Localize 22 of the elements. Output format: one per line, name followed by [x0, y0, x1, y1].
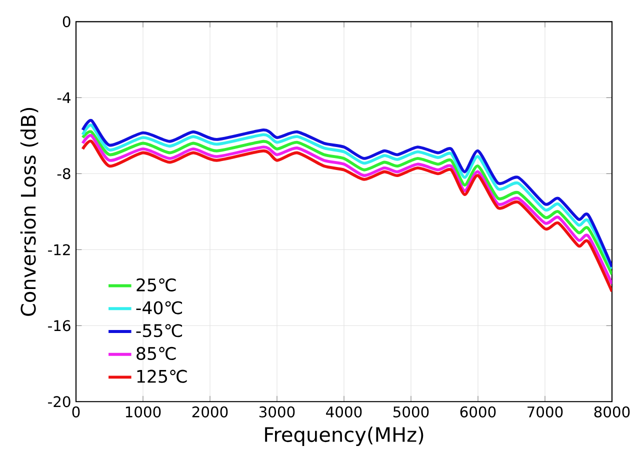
x-tick-label: 4000 — [326, 406, 362, 418]
y-tick-label: -8 — [57, 168, 70, 180]
x-tick-label: 3000 — [259, 406, 295, 418]
x-tick-label: 7000 — [528, 406, 563, 418]
legend-label: 25℃ — [136, 278, 176, 292]
legend-label: 125℃ — [137, 370, 187, 383]
y-tick-label: -12 — [48, 244, 70, 256]
y-tick-label: -16 — [48, 320, 70, 332]
legend-label: -40℃ — [136, 301, 182, 314]
x-tick-label: 2000 — [192, 406, 228, 418]
legend-label: -55℃ — [136, 324, 182, 338]
y-tick-label: -4 — [57, 92, 70, 104]
x-axis-title: Frequency(MHz) — [265, 426, 424, 446]
y-tick-label: 0 — [62, 16, 70, 28]
x-tick-label: 1000 — [126, 406, 161, 418]
x-tick-label: 0 — [72, 406, 80, 418]
y-tick-label: -20 — [48, 396, 70, 408]
x-tick-label: 5000 — [393, 406, 429, 418]
x-tick-label: 6000 — [460, 406, 496, 418]
x-tick-label: 8000 — [594, 406, 630, 418]
y-axis-title: Conversion Loss (dB) — [20, 108, 38, 316]
legend-label: 85℃ — [136, 346, 176, 360]
